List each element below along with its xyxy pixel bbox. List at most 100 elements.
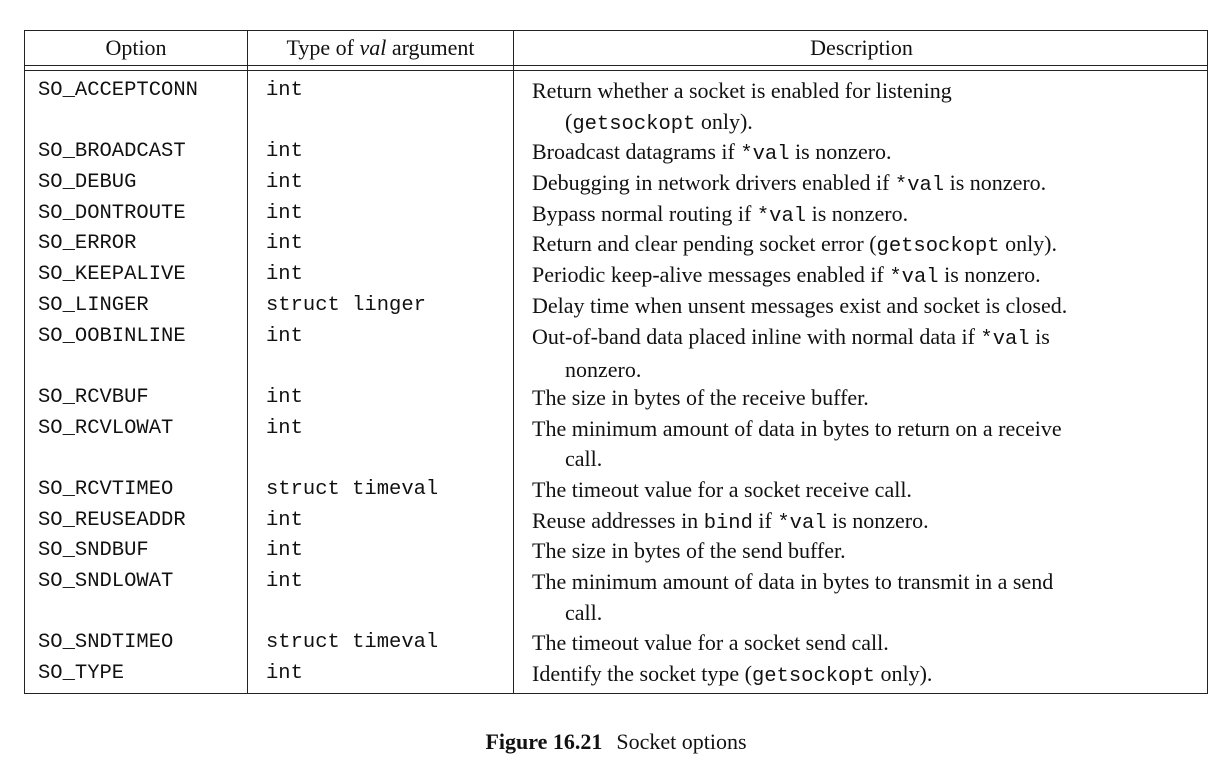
description-line: The minimum amount of data in bytes to r…: [532, 416, 1062, 441]
description-line: Delay time when unsent messages exist an…: [532, 293, 1067, 318]
description-line: Periodic keep-alive messages enabled if …: [532, 262, 1041, 289]
val-type: int: [266, 263, 303, 287]
val-type: int: [266, 171, 303, 195]
description-text: only).: [874, 661, 933, 687]
option-description: Reuse addresses in bind if *val is nonze…: [532, 506, 1202, 540]
table-row: SO_RCVBUF int The size in bytes of the rec…: [25, 383, 1207, 414]
description-text: (: [565, 108, 573, 134]
figure-number: Figure 16.21: [485, 729, 603, 754]
description-text: is nonzero.: [944, 170, 1047, 196]
table-row: SO_ACCEPTCONN int Return whether a socket …: [25, 76, 1207, 137]
option-description: The size in bytes of the send buffer.: [532, 536, 1202, 567]
header-type-suffix: argument: [386, 35, 475, 60]
description-text: is nonzero.: [789, 139, 892, 165]
column-divider: [513, 31, 514, 693]
description-text: is nonzero.: [806, 200, 909, 226]
option-description: Identify the socket type (getsockopt onl…: [532, 659, 1202, 693]
table-row: SO_OOBINLINE int Out-of-band data placed i…: [25, 322, 1207, 383]
description-text: The minimum amount of data in bytes to r…: [532, 415, 1062, 441]
table-row: SO_DONTROUTE int Bypass normal routing if …: [25, 199, 1207, 230]
figure-caption: Figure 16.21 Socket options: [0, 727, 1232, 757]
header-rule: [25, 70, 1207, 71]
val-type: int: [266, 232, 303, 256]
option-description: Bypass normal routing if *val is nonzero…: [532, 199, 1202, 233]
option-name: SO_ACCEPTCONN: [38, 79, 198, 102]
option-name: SO_BROADCAST: [38, 140, 186, 164]
table-row: SO_SNDTIMEO struct timeval The timeout val…: [25, 628, 1207, 659]
description-text: Bypass normal routing if: [532, 200, 757, 226]
socket-options-table: Option Type of val argument Description …: [24, 30, 1208, 694]
option-name: SO_DEBUG: [38, 171, 137, 195]
val-type: int: [266, 662, 303, 686]
description-text: Broadcast datagrams if: [532, 139, 741, 165]
option-description: Delay time when unsent messages exist an…: [532, 291, 1202, 322]
option-name: SO_SNDTIMEO: [38, 631, 174, 655]
description-text: Identify the socket type (: [532, 661, 752, 687]
table-row: SO_REUSEADDR int Reuse addresses in bind i…: [25, 506, 1207, 537]
description-text: nonzero.: [565, 357, 642, 383]
table-row: SO_SNDBUF int The size in bytes of the sen…: [25, 536, 1207, 567]
option-name: SO_KEEPALIVE: [38, 263, 186, 287]
description-text: call.: [565, 446, 603, 472]
option-name: SO_REUSEADDR: [38, 508, 186, 532]
description-line: Debugging in network drivers enabled if …: [532, 170, 1047, 198]
val-type: int: [266, 140, 303, 164]
header-type: Type of val argument: [248, 31, 513, 65]
table-row: SO_RCVLOWAT int The minimum amount of data…: [25, 414, 1207, 475]
header-option: Option: [105, 35, 167, 60]
header-description: Description: [810, 35, 913, 60]
description-line: Return whether a socket is enabled for l…: [532, 78, 952, 103]
description-continuation: (getsockopt only).: [532, 107, 1202, 141]
description-line: Reuse addresses in bind if *val is nonze…: [532, 507, 929, 535]
option-name: SO_RCVBUF: [38, 385, 149, 409]
code-token: *val: [756, 204, 807, 228]
description-text: The minimum amount of data in bytes to t…: [532, 569, 1054, 595]
description-text: only).: [695, 108, 753, 134]
option-description: Periodic keep-alive messages enabled if …: [532, 260, 1202, 294]
description-text: Debugging in network drivers enabled if: [532, 170, 895, 196]
option-description: The minimum amount of data in bytes to r…: [532, 414, 1202, 475]
description-line: The size in bytes of the receive buffer.: [532, 385, 869, 410]
option-name: SO_TYPE: [38, 662, 125, 686]
code-token: *val: [894, 174, 945, 198]
description-line: The timeout value for a socket receive c…: [532, 477, 912, 502]
option-description: The timeout value for a socket send call…: [532, 628, 1202, 659]
option-name: SO_ERROR: [38, 232, 137, 256]
option-name: SO_SNDBUF: [38, 539, 149, 563]
option-description: The size in bytes of the receive buffer.: [532, 383, 1202, 414]
header-rule: [25, 65, 1207, 66]
val-type: int: [266, 79, 303, 102]
option-description: Return and clear pending socket error (g…: [532, 229, 1202, 263]
option-name: SO_RCVLOWAT: [38, 416, 174, 440]
code-token: *val: [980, 327, 1030, 351]
description-line: Bypass normal routing if *val is nonzero…: [532, 200, 909, 228]
header-type-italic: val: [359, 35, 387, 60]
description-text: Delay time when unsent messages exist an…: [532, 292, 1068, 318]
option-name: SO_SNDLOWAT: [38, 570, 174, 594]
table-row: SO_DEBUG int Debugging in network drivers …: [25, 168, 1207, 199]
description-line: Broadcast datagrams if *val is nonzero.: [532, 139, 892, 167]
description-text: Return and clear pending socket error (: [532, 231, 877, 257]
code-token: *val: [740, 143, 790, 167]
table-row: SO_TYPE int Identify the socket type (gets…: [25, 659, 1207, 690]
code-token: getsockopt: [751, 665, 875, 689]
description-text: The size in bytes of the send buffer.: [532, 538, 846, 564]
option-name: SO_DONTROUTE: [38, 201, 186, 225]
description-text: is nonzero.: [826, 507, 929, 533]
description-text: is nonzero.: [938, 262, 1041, 288]
description-text: Reuse addresses in: [532, 507, 704, 533]
table-row: SO_LINGER struct linger Delay time when un…: [25, 291, 1207, 322]
option-description: The timeout value for a socket receive c…: [532, 475, 1202, 506]
description-text: only).: [999, 231, 1058, 257]
table-row: SO_BROADCAST int Broadcast datagrams if *v…: [25, 137, 1207, 168]
table-row: SO_ERROR int Return and clear pending sock…: [25, 229, 1207, 260]
table-row: SO_SNDLOWAT int The minimum amount of data…: [25, 567, 1207, 628]
table-row: SO_RCVTIMEO struct timeval The timeout val…: [25, 475, 1207, 506]
description-line: Out-of-band data placed inline with norm…: [532, 323, 1050, 351]
code-token: bind: [703, 511, 753, 535]
header-type-prefix: Type of: [286, 35, 360, 60]
description-text: Return whether a socket is enabled for l…: [532, 78, 952, 103]
description-text: The timeout value for a socket receive c…: [532, 476, 912, 502]
code-token: getsockopt: [876, 235, 1000, 259]
description-text: is: [1029, 323, 1050, 349]
